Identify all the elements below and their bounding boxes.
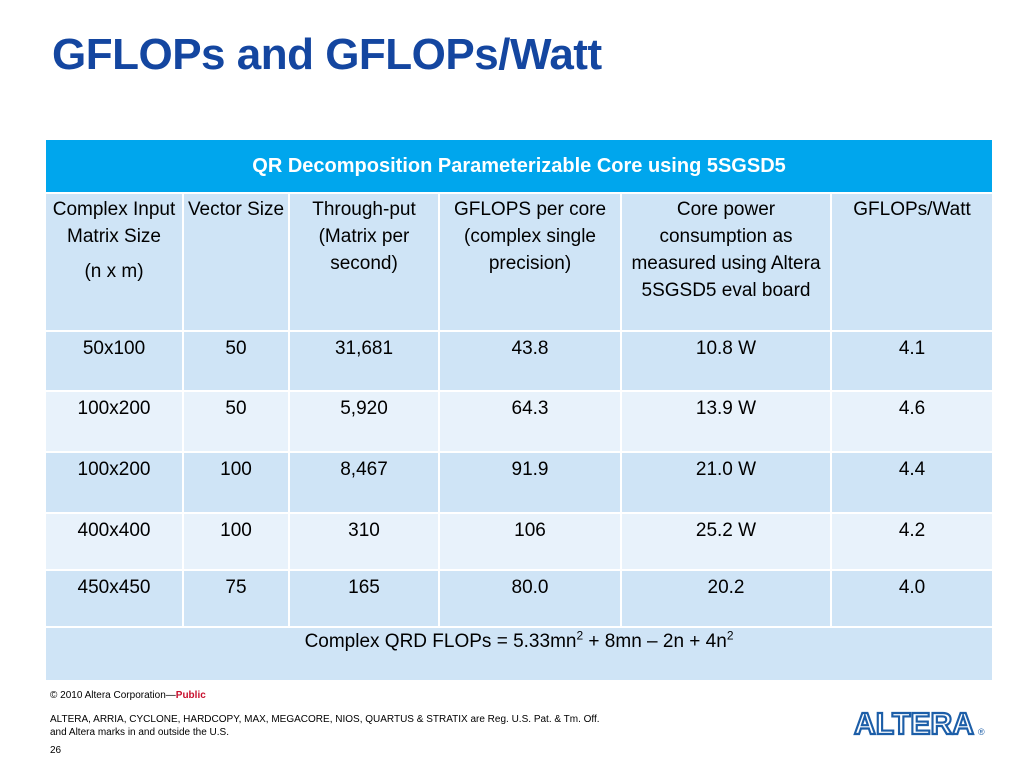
trademark-line: ALTERA, ARRIA, CYCLONE, HARDCOPY, MAX, M… [50, 714, 600, 725]
table-row: 100x200 50 5,920 64.3 13.9 W 4.6 [44, 390, 995, 453]
table-cell: 50 [182, 390, 290, 453]
table-cell: 5,920 [288, 390, 440, 453]
table-cell: 100x200 [44, 390, 184, 453]
formula-exponent: 2 [726, 628, 734, 643]
table-cell: 400x400 [44, 512, 184, 571]
column-header-row: Complex Input Matrix Size (n x m) Vector… [44, 192, 995, 332]
column-header: GFLOPs/Watt [829, 192, 995, 332]
table-cell: 4.0 [829, 569, 995, 628]
table-cell: 4.1 [829, 330, 995, 392]
column-header: Vector Size [182, 192, 290, 332]
table-cell: 10.8 W [620, 330, 832, 392]
table-cell: 106 [438, 512, 622, 571]
table-cell: 100x200 [44, 451, 184, 514]
column-header-subnote: (n x m) [84, 261, 144, 282]
qr-results-table: QR Decomposition Parameterizable Core us… [43, 138, 995, 682]
logo-wordmark: ALTERA [854, 706, 974, 739]
table-cell: 13.9 W [620, 390, 832, 453]
table-row: 450x450 75 165 80.0 20.2 4.0 [44, 569, 995, 628]
table-cell: 310 [288, 512, 440, 571]
formula-row: Complex QRD FLOPs = 5.33mn2 + 8mn – 2n +… [43, 626, 995, 682]
table-cell: 20.2 [620, 569, 832, 628]
formula-text: Complex QRD FLOPs = 5.33mn [304, 631, 577, 652]
table-cell: 50x100 [44, 330, 184, 392]
table-cell: 31,681 [288, 330, 440, 392]
table-cell: 100 [182, 512, 290, 571]
trademark-notice: ALTERA, ARRIA, CYCLONE, HARDCOPY, MAX, M… [50, 713, 730, 739]
table-row: 100x200 100 8,467 91.9 21.0 W 4.4 [44, 451, 995, 514]
table-cell: 50 [182, 330, 290, 392]
altera-logo: ALTERA ® [853, 705, 985, 739]
table-cell: 4.2 [829, 512, 995, 571]
table-cell: 75 [182, 569, 290, 628]
table-cell: 43.8 [438, 330, 622, 392]
formula-text: + 8mn – 2n + 4n [583, 631, 727, 652]
table-cell: 21.0 W [620, 451, 832, 514]
trademark-line: and Altera marks in and outside the U.S. [50, 727, 229, 738]
table-cell: 8,467 [288, 451, 440, 514]
flops-formula: Complex QRD FLOPs = 5.33mn2 + 8mn – 2n +… [43, 626, 995, 682]
table-cell: 165 [288, 569, 440, 628]
table-cell: 80.0 [438, 569, 622, 628]
table-cell: 25.2 W [620, 512, 832, 571]
table-title-row: QR Decomposition Parameterizable Core us… [43, 138, 995, 194]
table-cell: 100 [182, 451, 290, 514]
column-header: GFLOPS per core (complex single precisio… [438, 192, 622, 332]
copyright-text: © 2010 Altera Corporation— [50, 690, 176, 701]
column-header: Through-put (Matrix per second) [288, 192, 440, 332]
table-cell: 91.9 [438, 451, 622, 514]
page-number: 26 [50, 745, 62, 756]
table-cell: 4.6 [829, 390, 995, 453]
formula-exponent: 2 [576, 628, 584, 643]
copyright-line: © 2010 Altera Corporation—Public [50, 690, 206, 701]
column-header: Complex Input Matrix Size (n x m) [44, 192, 184, 332]
table-row: 50x100 50 31,681 43.8 10.8 W 4.1 [44, 330, 995, 392]
column-header-label: Complex Input Matrix Size [52, 199, 176, 247]
table-cell: 450x450 [44, 569, 184, 628]
table-caption: QR Decomposition Parameterizable Core us… [43, 138, 995, 194]
registered-mark: ® [978, 727, 985, 737]
table-cell: 4.4 [829, 451, 995, 514]
public-label: Public [175, 690, 206, 701]
table-row: 400x400 100 310 106 25.2 W 4.2 [44, 512, 995, 571]
table-cell: 64.3 [438, 390, 622, 453]
slide-title: GFLOPs and GFLOPs/Watt [52, 30, 602, 79]
column-header: Core power consumption as measured using… [620, 192, 832, 332]
